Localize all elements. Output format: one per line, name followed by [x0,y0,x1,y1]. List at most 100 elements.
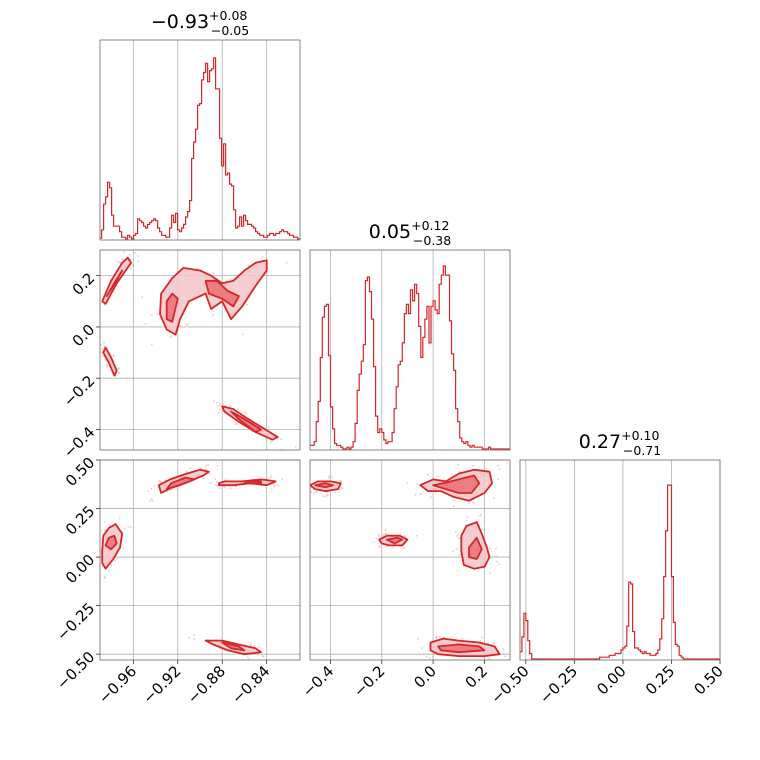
sample-point [101,355,104,358]
sample-point [123,250,126,253]
panel-frame [99,39,301,241]
sample-point [415,534,418,537]
y-tick-label: 0.0 [69,321,99,351]
y-tick-label: −0.25 [53,599,98,644]
panel-frame [519,459,721,661]
y-tick-label: 0.00 [62,551,98,587]
sample-point [94,551,96,553]
sample-point [419,492,422,495]
sample-point [122,548,125,550]
sample-point [438,636,441,638]
histogram-line-0 [100,57,300,240]
sample-point [141,296,144,298]
sample-point [153,484,156,487]
sample-point [375,537,378,540]
sample-point [378,546,381,549]
sample-point [249,643,252,646]
scatter-panel-0-1 [99,247,301,451]
sample-point [458,537,461,539]
sample-point [216,464,219,467]
x-axis-2: −0.50 −0.25 0.00 0.25 0.50 [487,660,727,707]
sample-point [313,492,315,494]
sample-point [113,354,115,357]
sample-point [118,517,121,520]
y-tick-label: 0.25 [62,502,98,538]
sample-point [498,468,501,471]
sample-point [455,548,458,551]
sample-point [236,408,239,410]
sample-point [158,479,161,482]
sample-point [248,658,250,660]
sample-point [185,470,187,473]
sample-point [205,465,207,467]
sample-point [382,533,385,536]
param-title-2: 0.27+0.10 −0.71 [579,428,661,458]
sample-point [188,636,191,639]
sample-point [222,403,224,406]
histogram-panel-0: −0.93+0.08 −0.05 [99,8,301,241]
sample-point [208,473,211,475]
sample-point [267,426,270,429]
sample-point [196,267,199,270]
sample-point [481,528,484,531]
sample-point [159,480,162,483]
sample-point [468,502,470,505]
sample-point [310,491,313,493]
sample-point [489,572,492,574]
sample-point [340,480,343,483]
sample-point [502,652,505,655]
sample-point [472,502,474,504]
sample-point [219,403,221,406]
sample-point [328,477,330,479]
sample-point [328,475,330,478]
sample-point [403,547,405,550]
y-axis-2: −0.50−0.25 0.00 0.25 0.50 [53,454,100,693]
sample-point [497,464,500,467]
sample-point [294,446,297,448]
sample-point [134,251,136,254]
sample-point [202,477,205,480]
x-tick-label: −0.2 [350,662,388,700]
sample-point [166,491,168,493]
x-tick-label: −0.25 [536,662,581,707]
sample-point [118,261,121,264]
sample-point [247,264,250,267]
contour-inner [243,480,262,485]
sample-point [134,247,136,249]
sample-point [117,371,120,374]
sample-point [137,260,140,263]
sample-point [176,487,179,490]
sample-point [307,482,309,484]
sample-point [212,313,214,316]
contour-inner [386,536,404,545]
panel-background [100,40,300,240]
sample-point [147,490,150,492]
sample-point [434,492,437,494]
sample-point [380,535,383,538]
sample-point [121,258,124,261]
sample-point [200,467,203,470]
sample-point [422,653,425,655]
sample-point [457,463,459,466]
sample-point [399,532,402,535]
sample-point [281,478,284,480]
contour-inner [314,482,334,489]
x-tick-label: −0.50 [487,662,532,707]
sample-point [241,333,244,336]
sample-point [212,272,215,274]
sample-point [144,322,147,325]
x-tick-label: −0.88 [184,662,229,707]
contour-inner [437,643,486,654]
sample-point [420,647,423,649]
sample-point [169,488,172,491]
sample-point [269,441,272,443]
sample-point [416,483,419,486]
sample-point [452,505,455,508]
sample-point [116,285,118,288]
sample-point [455,531,457,534]
sample-point [151,314,153,317]
y-tick-label: 0.50 [62,454,98,490]
sample-point [477,519,480,521]
sample-point [377,534,380,537]
